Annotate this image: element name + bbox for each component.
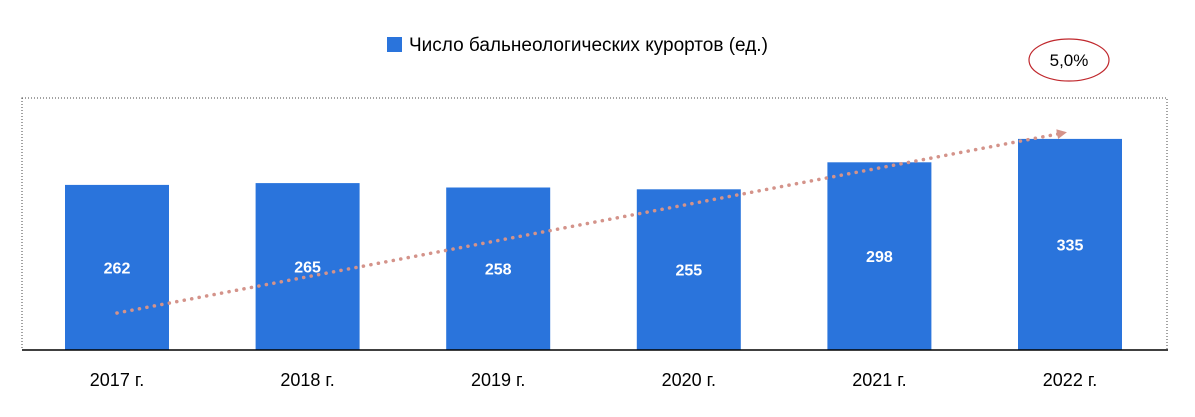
- growth-badge-ellipse: [1028, 38, 1110, 82]
- bar-5: [1018, 138, 1122, 350]
- plot-area-border: [21, 97, 1168, 351]
- data-label-0: 262: [104, 261, 131, 278]
- x-axis-ticks: 2017 г. 2018 г. 2019 г. 2020 г. 2021 г. 2022 …: [90, 370, 1097, 390]
- data-label-5: 335: [1057, 238, 1084, 255]
- data-label-3: 255: [675, 263, 702, 280]
- legend-label: Число бальнеологических курортов (ед.): [409, 35, 768, 56]
- x-tick-label-0: 2017 г.: [90, 370, 144, 390]
- data-label-4: 298: [866, 249, 893, 266]
- data-label-1: 265: [294, 260, 321, 277]
- bar-0: [65, 184, 169, 350]
- x-tick-label-3: 2020 г.: [662, 370, 716, 390]
- bar-1: [255, 183, 360, 350]
- x-tick-label-2: 2019 г.: [471, 370, 525, 390]
- bar-2: [446, 187, 551, 350]
- bar-3: [636, 189, 741, 350]
- data-label-2: 258: [485, 262, 512, 279]
- trend-arrow: [115, 129, 1067, 315]
- legend-swatch: [387, 37, 402, 52]
- x-tick-label-4: 2021 г.: [852, 370, 906, 390]
- bars: [65, 138, 1122, 350]
- x-tick-label-1: 2018 г.: [280, 370, 334, 390]
- growth-badge-text: 5,0%: [1050, 51, 1089, 70]
- bar-4: [827, 162, 932, 350]
- legend: Число бальнеологических курортов (ед.): [387, 35, 768, 56]
- x-tick-label-5: 2022 г.: [1043, 370, 1097, 390]
- growth-badge: 5,0%: [1028, 38, 1110, 82]
- data-labels: 262 265 258 255 298 335: [104, 238, 1084, 280]
